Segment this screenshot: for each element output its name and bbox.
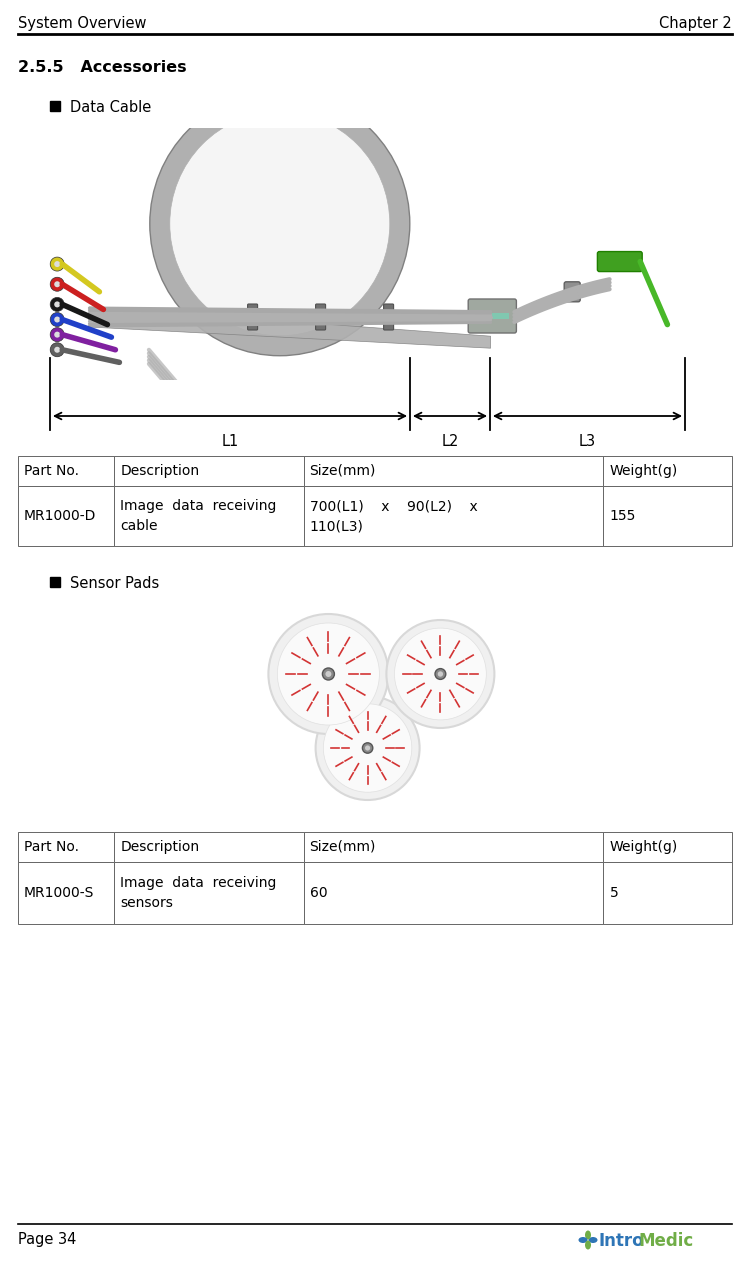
Circle shape [54, 346, 60, 353]
Text: L3: L3 [579, 434, 596, 449]
Text: L1: L1 [221, 434, 238, 449]
Ellipse shape [589, 1237, 598, 1243]
Text: MR1000-S: MR1000-S [24, 886, 94, 900]
Text: Image  data  receiving: Image data receiving [121, 876, 277, 890]
Circle shape [323, 704, 412, 793]
Text: Data Cable: Data Cable [70, 100, 152, 115]
FancyBboxPatch shape [468, 300, 517, 332]
Bar [304, 456, 604, 485]
Bar [304, 832, 604, 862]
Polygon shape [89, 307, 490, 348]
Ellipse shape [150, 92, 410, 355]
Bar [18, 832, 115, 862]
FancyBboxPatch shape [248, 305, 257, 330]
Circle shape [394, 628, 486, 720]
Text: Part No.: Part No. [24, 841, 79, 854]
Circle shape [316, 696, 419, 800]
Ellipse shape [585, 1230, 591, 1240]
Circle shape [362, 743, 373, 753]
Text: 700(L1)    x    90(L2)    x: 700(L1) x 90(L2) x [310, 499, 477, 513]
Bar [476, 313, 509, 319]
Text: 5: 5 [610, 886, 618, 900]
Bar [604, 485, 732, 546]
Bar [604, 832, 732, 862]
Bar [115, 832, 304, 862]
Bar [115, 456, 304, 485]
FancyBboxPatch shape [564, 282, 580, 302]
Circle shape [50, 277, 64, 291]
Bar [18, 862, 115, 924]
Text: 110(L3): 110(L3) [310, 520, 364, 533]
Bar [115, 485, 304, 546]
Bar [18, 456, 115, 485]
Circle shape [438, 671, 443, 676]
Text: Intro: Intro [598, 1232, 644, 1250]
Text: 155: 155 [610, 509, 636, 523]
Circle shape [54, 262, 60, 267]
FancyBboxPatch shape [598, 252, 642, 272]
Bar [604, 862, 732, 924]
Ellipse shape [578, 1237, 587, 1243]
Circle shape [326, 671, 332, 678]
Circle shape [278, 623, 380, 726]
Text: Page 34: Page 34 [18, 1232, 76, 1248]
Circle shape [268, 614, 388, 734]
Circle shape [54, 331, 60, 337]
Circle shape [365, 746, 370, 751]
Bar [604, 456, 732, 485]
Text: Size(mm): Size(mm) [310, 841, 376, 854]
Circle shape [54, 282, 60, 287]
Text: Description: Description [121, 841, 200, 854]
Circle shape [435, 669, 445, 680]
Text: 2.5.5   Accessories: 2.5.5 Accessories [18, 59, 187, 75]
Text: Weight(g): Weight(g) [610, 464, 678, 478]
Text: MR1000-D: MR1000-D [24, 509, 96, 523]
Ellipse shape [170, 111, 390, 336]
Text: Image  data  receiving: Image data receiving [121, 499, 277, 513]
Text: 60: 60 [310, 886, 327, 900]
Text: sensors: sensors [121, 896, 173, 910]
Bar [50, 576, 60, 586]
Circle shape [50, 327, 64, 341]
Circle shape [54, 301, 60, 307]
Text: Chapter 2: Chapter 2 [659, 16, 732, 32]
Text: System Overview: System Overview [18, 16, 146, 32]
Circle shape [50, 343, 64, 356]
Bar [50, 101, 60, 111]
Bar [18, 485, 115, 546]
Bar [304, 862, 604, 924]
Text: Weight(g): Weight(g) [610, 841, 678, 854]
Text: Medic: Medic [638, 1232, 693, 1250]
Circle shape [322, 667, 334, 680]
Ellipse shape [585, 1240, 591, 1250]
Bar [304, 485, 604, 546]
Circle shape [50, 297, 64, 311]
Circle shape [54, 316, 60, 322]
FancyBboxPatch shape [316, 305, 326, 330]
Text: Part No.: Part No. [24, 464, 79, 478]
FancyBboxPatch shape [383, 305, 394, 330]
Circle shape [386, 621, 494, 728]
Text: Sensor Pads: Sensor Pads [70, 576, 159, 592]
Circle shape [50, 257, 64, 270]
Text: L2: L2 [441, 434, 459, 449]
Circle shape [50, 312, 64, 326]
Bar [115, 862, 304, 924]
Text: Description: Description [121, 464, 200, 478]
Text: cable: cable [121, 520, 158, 533]
Text: Size(mm): Size(mm) [310, 464, 376, 478]
